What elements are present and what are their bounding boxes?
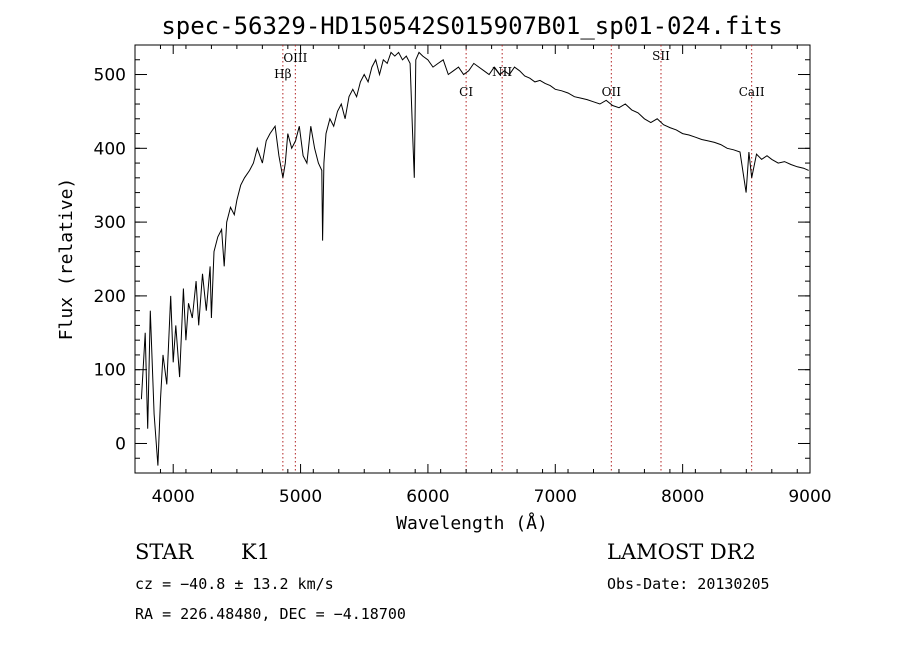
axis-tick-labels: 4000 5000 6000 7000 8000 9000 0 100 200 300 400 500: [94, 66, 832, 507]
emission-line-label: Hβ: [274, 67, 291, 81]
obs-date-label: Obs-Date: 20130205: [607, 575, 770, 593]
y-tick-label: 200: [94, 287, 126, 307]
y-tick-label: 300: [94, 213, 126, 233]
y-axis-label: Flux (relative): [56, 178, 77, 341]
y-tick-label: 100: [94, 361, 126, 381]
axis-ticks: [134, 44, 811, 473]
emission-lines: [282, 45, 753, 473]
spectrum-series-line: [140, 51, 809, 466]
x-tick-label: 9000: [788, 487, 831, 507]
object-class-label: STAR: [135, 540, 194, 564]
chart-title: spec-56329-HD150542S015907B01_sp01-024.f…: [161, 12, 782, 40]
x-tick-label: 4000: [152, 487, 195, 507]
cz-label: cz = −40.8 ± 13.2 km/s: [135, 575, 334, 593]
emission-line-label: OII: [602, 85, 622, 99]
emission-line-label: SII: [652, 49, 670, 63]
emission-line-label: CaII: [739, 85, 765, 99]
x-tick-label: 7000: [534, 487, 577, 507]
x-tick-label: 6000: [406, 487, 449, 507]
x-tick-label: 5000: [279, 487, 322, 507]
y-tick-label: 400: [94, 139, 126, 159]
x-tick-label: 8000: [661, 487, 704, 507]
radec-label: RA = 226.48480, DEC = −4.18700: [135, 605, 406, 623]
y-tick-label: 0: [115, 434, 126, 454]
subclass-label: K1: [241, 540, 270, 564]
y-tick-label: 500: [94, 66, 126, 86]
plot-frame: [134, 44, 811, 474]
survey-label: LAMOST DR2: [607, 540, 756, 564]
emission-line-label: CI: [459, 85, 473, 99]
emission-line-label: OIII: [283, 51, 307, 65]
x-axis-label: Wavelength (Å): [396, 512, 548, 534]
